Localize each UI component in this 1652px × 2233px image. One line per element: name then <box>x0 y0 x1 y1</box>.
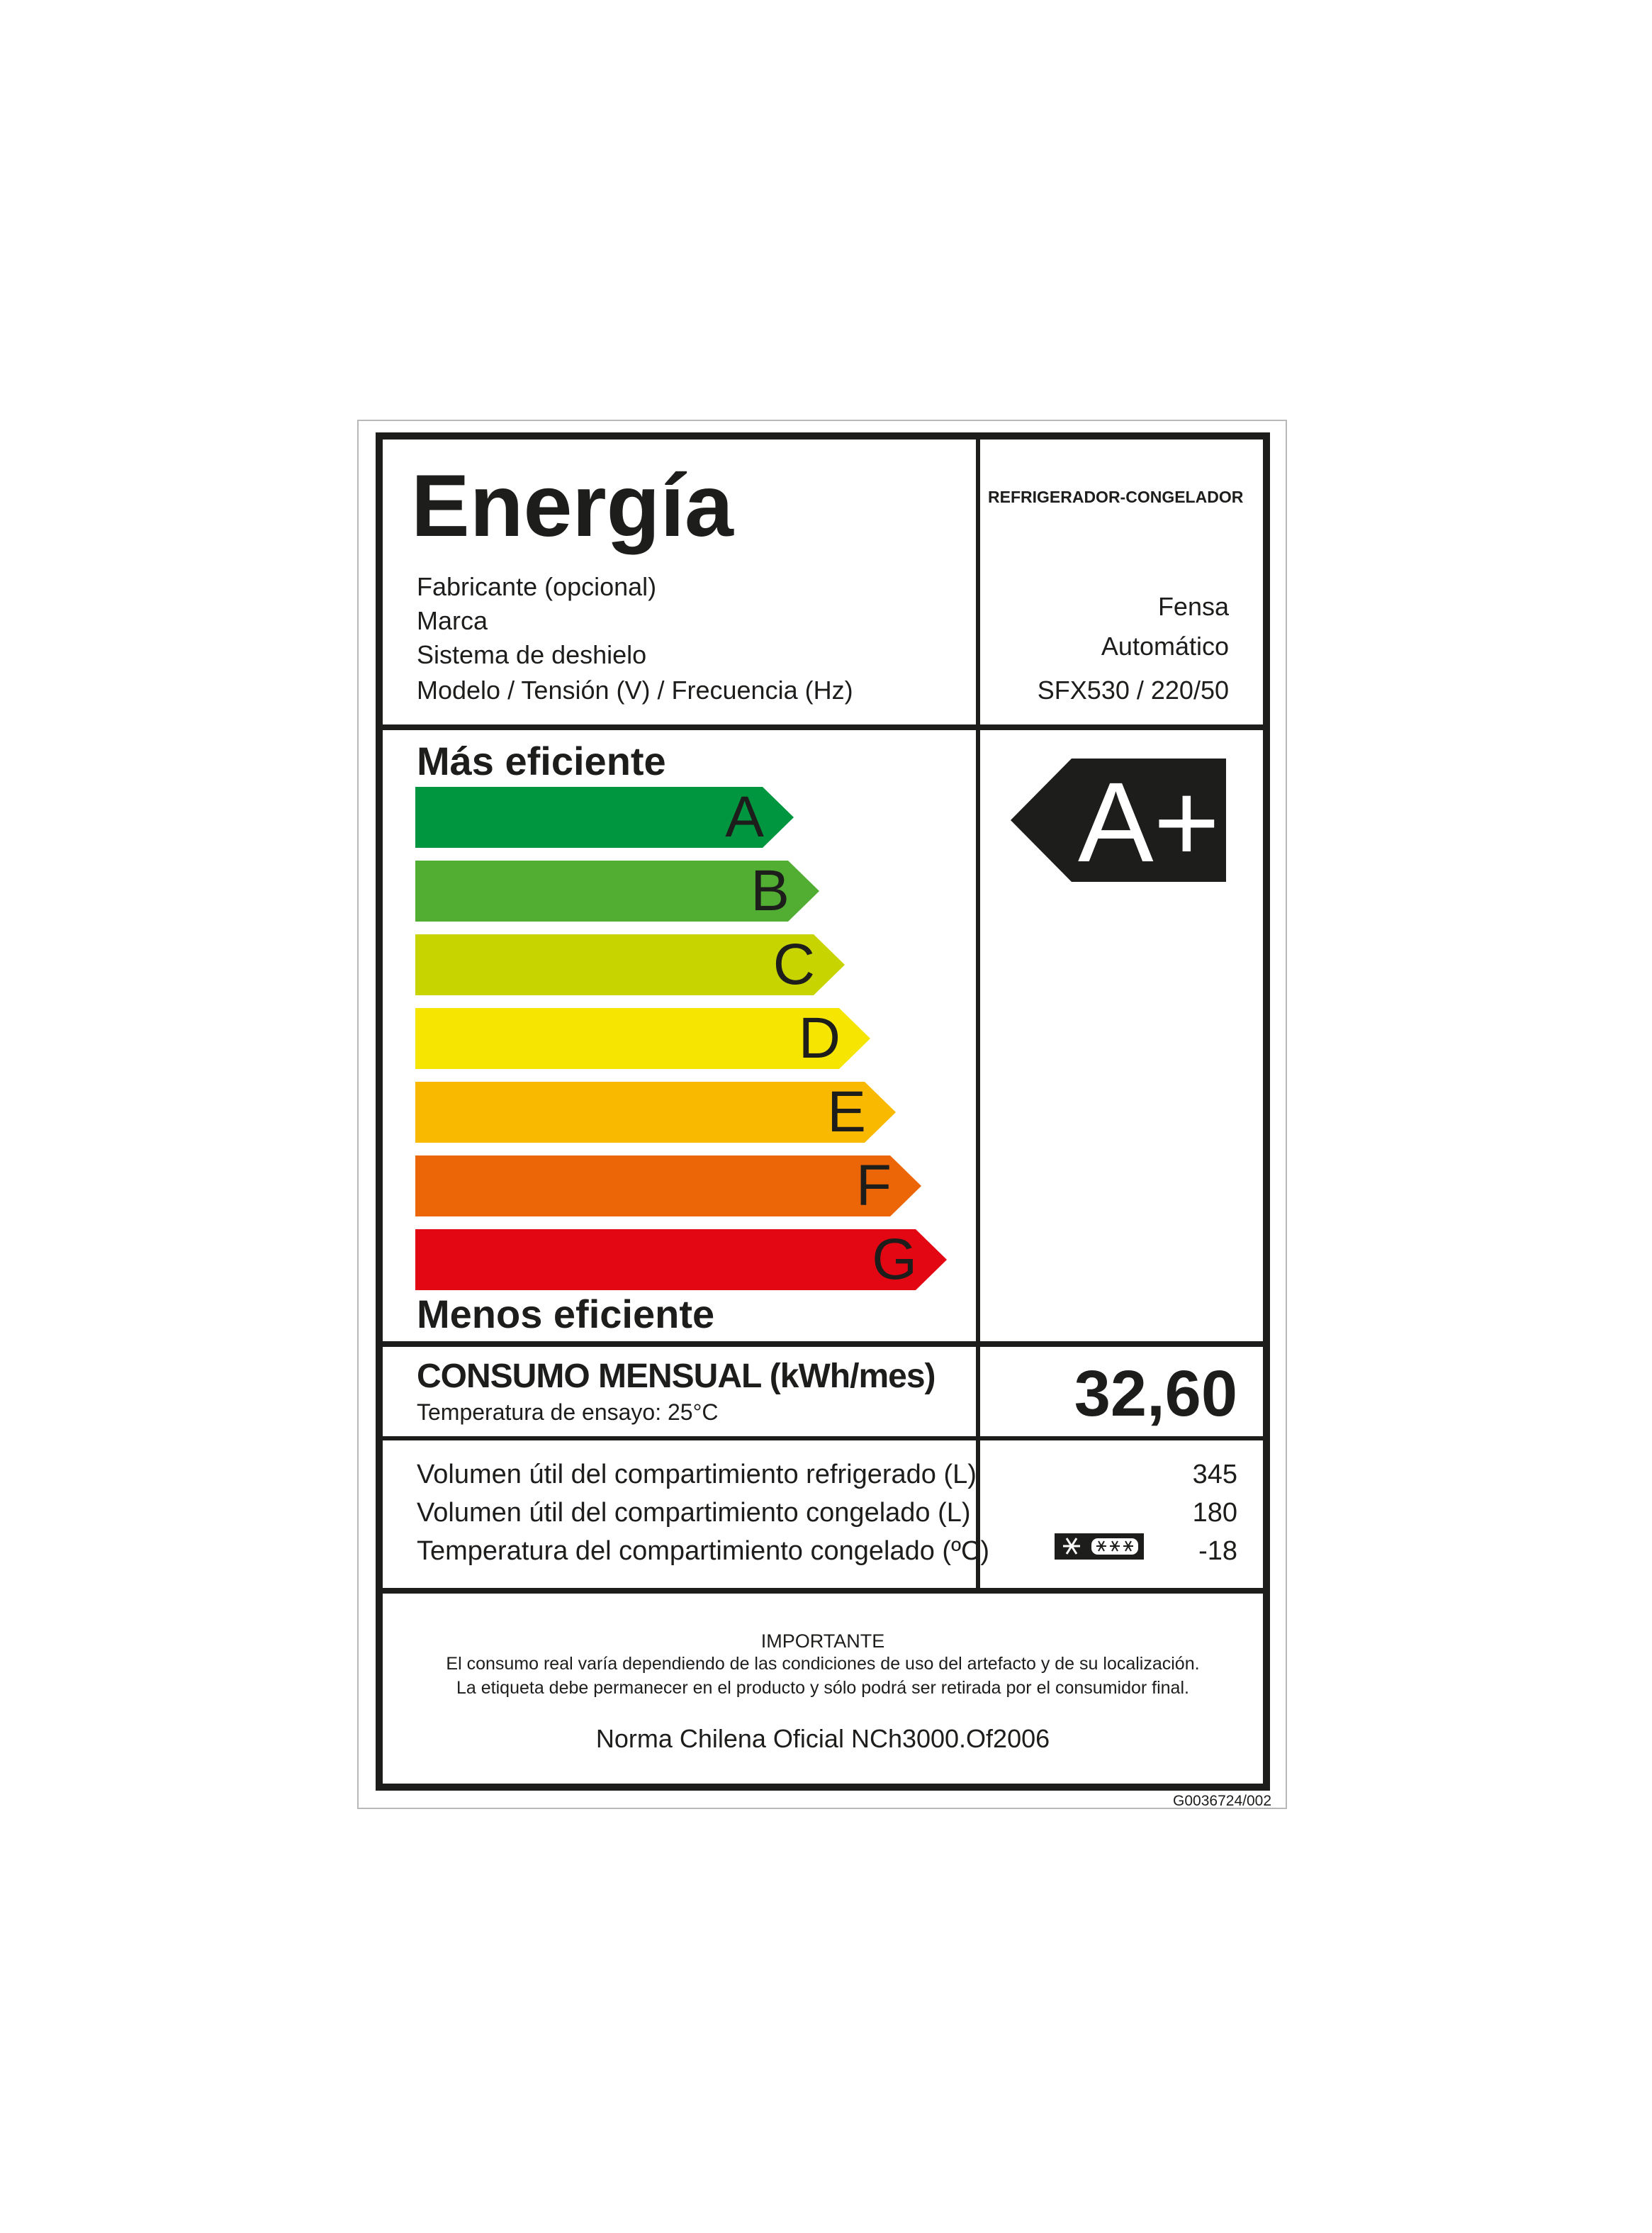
appliance-type: REFRIGERADOR-CONGELADOR <box>988 488 1244 506</box>
efficiency-class-letter: E <box>827 1080 866 1144</box>
volume-value-frozen: 180 <box>1192 1498 1237 1528</box>
efficiency-bar-c: C <box>415 934 845 995</box>
divider <box>376 1436 1270 1440</box>
consumption-subtitle: Temperatura de ensayo: 25°C <box>417 1399 719 1425</box>
label-title: Energía <box>411 457 734 555</box>
efficiency-class-letter: B <box>751 858 790 923</box>
efficiency-bar-f: F <box>415 1155 921 1216</box>
field-label-brand: Marca <box>417 606 488 635</box>
efficiency-bar-d: D <box>415 1008 870 1069</box>
field-label-manufacturer: Fabricante (opcional) <box>417 572 657 601</box>
label-frame <box>376 432 1270 1791</box>
rating-value: A+ <box>1077 759 1220 885</box>
freezer-star-rating-icon <box>1055 1533 1144 1560</box>
field-label-defrost: Sistema de deshielo <box>417 640 647 669</box>
footer-heading: IMPORTANTE <box>760 1630 885 1652</box>
least-efficient-label: Menos eficiente <box>417 1292 715 1336</box>
efficiency-class-letter: C <box>772 932 815 997</box>
efficiency-class-letter: F <box>855 1153 892 1218</box>
efficiency-bar-e: E <box>415 1082 896 1143</box>
freezer-temp-value: -18 <box>1198 1536 1237 1566</box>
column-divider <box>976 432 980 1588</box>
freezer-temp-label: Temperatura del compartimiento congelado… <box>417 1536 990 1566</box>
divider <box>376 1341 1270 1347</box>
efficiency-class-letter: G <box>872 1227 917 1292</box>
norm-reference: Norma Chilena Oficial NCh3000.Of2006 <box>595 1724 1050 1753</box>
field-value-brand: Fensa <box>1157 592 1229 621</box>
consumption-title: CONSUMO MENSUAL (kWh/mes) <box>417 1358 935 1395</box>
divider <box>376 1588 1270 1594</box>
efficiency-class-letter: D <box>798 1006 841 1070</box>
footer-notice-2: La etiqueta debe permanecer en el produc… <box>456 1678 1189 1698</box>
field-value-defrost: Automático <box>1101 632 1229 661</box>
rating-arrow: A+ <box>1011 759 1226 882</box>
efficiency-bar-a: A <box>415 787 794 848</box>
consumption-value: 32,60 <box>1074 1358 1237 1430</box>
field-value-model: SFX530 / 220/50 <box>1037 676 1229 705</box>
most-efficient-label: Más eficiente <box>417 739 666 783</box>
volume-value-refrigerated: 345 <box>1192 1460 1237 1489</box>
volume-label-frozen: Volumen útil del compartimiento congelad… <box>417 1498 971 1528</box>
efficiency-class-letter: A <box>725 785 764 849</box>
label-code: G0036724/002 <box>1173 1793 1271 1809</box>
field-label-model: Modelo / Tensión (V) / Frecuencia (Hz) <box>417 676 853 705</box>
volume-label-refrigerated: Volumen útil del compartimiento refriger… <box>417 1460 977 1489</box>
rating-arrow-shape <box>1011 759 1226 882</box>
label-outer-border <box>357 420 1287 1809</box>
footer-notice-1: El consumo real varía dependiendo de las… <box>446 1654 1200 1674</box>
divider <box>376 724 1270 730</box>
efficiency-bar-g: G <box>415 1229 947 1290</box>
efficiency-bar-b: B <box>415 861 819 922</box>
